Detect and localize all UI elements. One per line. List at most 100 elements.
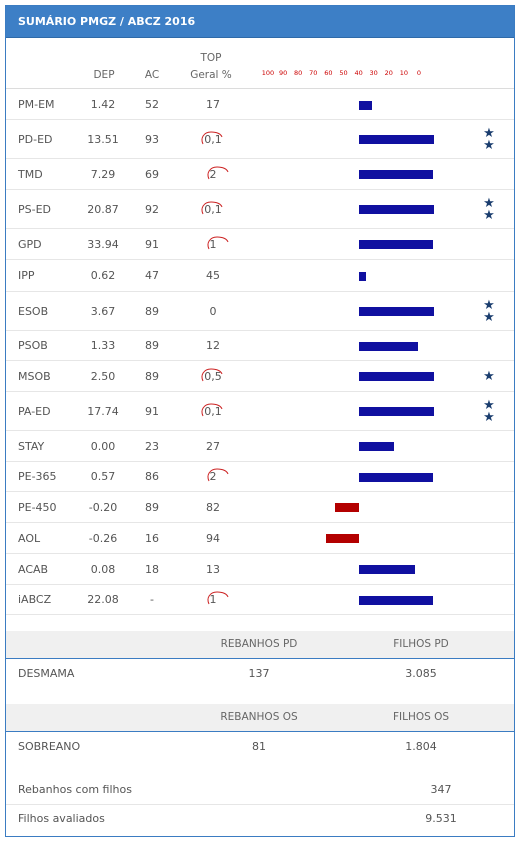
top-value: 0,1 — [198, 130, 228, 146]
circle-mark-icon — [207, 165, 228, 179]
dep-value: 0.08 — [90, 562, 116, 576]
circle-mark-icon — [207, 591, 228, 605]
trait-name: PE-365 — [18, 470, 57, 483]
os-value2: 1.804 — [405, 740, 437, 753]
circle-mark-icon — [201, 367, 223, 381]
bar-positive — [359, 472, 433, 482]
scale-tick-label: 100 — [261, 69, 275, 77]
top-value: 2 — [198, 468, 228, 483]
pd-value2: 3.085 — [405, 667, 437, 680]
ac-value: 69 — [145, 167, 159, 181]
ac-value: 16 — [145, 531, 159, 545]
os-col2: FILHOS OS — [392, 711, 450, 723]
bar-negative — [335, 503, 359, 512]
ac-value: 47 — [145, 269, 159, 282]
pd-value1: 137 — [248, 667, 270, 680]
star-rating: ★ ★ — [482, 297, 496, 325]
table-row: PD-ED 13.51 93 0,1 ★ ★ — [6, 120, 514, 159]
bar-positive — [359, 442, 395, 451]
top-value: 13 — [206, 562, 220, 576]
dep-value: 0.57 — [90, 470, 116, 483]
dep-value: 17.74 — [87, 404, 119, 418]
table-row: GPD 33.94 91 1 — [6, 229, 514, 260]
footer-value: 347 — [430, 783, 452, 796]
top-value: 1 — [198, 591, 228, 606]
table-row: PS-ED 20.87 92 0,1 ★ ★ — [6, 190, 514, 229]
trait-name: PS-ED — [18, 202, 52, 216]
trait-name: IPP — [18, 269, 35, 282]
table-row: PE-450 -0.20 89 82 — [6, 492, 514, 523]
trait-name: GPD — [18, 237, 42, 251]
scale-axis: 100 90 80 70 60 50 40 30 20 10 0 — [260, 69, 430, 81]
dep-value: 2.50 — [90, 369, 116, 383]
dep-value: 3.67 — [90, 304, 116, 318]
ac-value: 92 — [145, 202, 159, 216]
panel-title: SUMÁRIO PMGZ / ABCZ 2016 — [6, 6, 514, 38]
star-icon: ★ — [483, 368, 495, 384]
col-top-line1: TOP — [200, 52, 222, 64]
footer-value: 9.531 — [425, 812, 457, 825]
scale-tick-label: 40 — [354, 69, 363, 77]
star-rating: ★ ★ — [482, 125, 496, 153]
ac-value: 93 — [145, 132, 159, 146]
bar-positive — [359, 341, 418, 351]
dep-value: 22.08 — [87, 593, 119, 606]
bar-positive — [359, 407, 434, 416]
star-icon: ★ — [483, 409, 495, 425]
dep-value: 1.33 — [90, 339, 116, 352]
table-row: iABCZ 22.08 - 1 — [6, 585, 514, 615]
scale-tick-label: 10 — [399, 69, 409, 77]
circle-mark-icon — [201, 402, 223, 416]
column-header-row: DEP AC TOP Geral % 100 90 80 70 60 50 40 30 20 10… — [6, 39, 514, 89]
ac-value: 89 — [145, 304, 159, 318]
trait-name: iABCZ — [18, 593, 52, 606]
pd-header: REBANHOS PD FILHOS PD — [6, 631, 514, 659]
top-value: 0,5 — [198, 367, 228, 383]
star-icon: ★ — [483, 309, 495, 325]
bar-positive — [359, 100, 372, 110]
star-icon: ★ — [483, 397, 495, 413]
footer-label: Rebanhos com filhos — [18, 783, 132, 796]
scale-tick-label: 30 — [369, 69, 378, 77]
star-icon: ★ — [483, 137, 495, 153]
footer-label: Filhos avaliados — [18, 812, 105, 825]
dep-value: 33.94 — [87, 237, 119, 251]
ac-value: 52 — [145, 98, 159, 111]
circle-mark-icon — [201, 130, 223, 144]
trait-name: STAY — [18, 439, 45, 453]
dep-value: -0.26 — [88, 531, 118, 545]
bar-positive — [359, 271, 366, 281]
trait-name: PE-450 — [18, 500, 57, 514]
circle-mark-icon — [207, 235, 228, 249]
bar-positive — [359, 135, 434, 144]
table-row: PA-ED 17.74 91 0,1 ★ ★ — [6, 392, 514, 431]
scale-tick-label: 70 — [309, 69, 318, 77]
trait-name: ESOB — [18, 304, 49, 318]
ac-value: 91 — [145, 237, 159, 251]
table-row: TMD 7.29 69 2 — [6, 159, 514, 190]
trait-name: PM-EM — [18, 98, 55, 111]
table-row: STAY 0.00 23 27 — [6, 431, 514, 462]
trait-name: TMD — [18, 167, 43, 181]
pd-row: DESMAMA 137 3.085 — [6, 659, 514, 689]
top-value: 27 — [206, 439, 220, 453]
ac-value: 91 — [145, 404, 159, 418]
top-value: 1 — [198, 235, 228, 251]
table-row: ESOB 3.67 89 0 ★ ★ — [6, 292, 514, 331]
trait-name: ACAB — [18, 562, 49, 576]
star-icon: ★ — [483, 207, 495, 223]
bar-positive — [359, 240, 434, 249]
os-value1: 81 — [252, 740, 266, 753]
top-value: 17 — [206, 98, 220, 111]
footer-row-calves: Filhos avaliados 9.531 — [6, 804, 514, 832]
dep-value: 0.62 — [90, 269, 116, 282]
dep-value: 13.51 — [87, 132, 119, 146]
star-icon: ★ — [483, 297, 495, 313]
top-value: 0,1 — [198, 402, 228, 418]
ac-value: 86 — [145, 470, 159, 483]
ac-value: 89 — [145, 500, 159, 514]
star-rating: ★ ★ — [482, 397, 496, 425]
col-dep: DEP — [93, 69, 115, 81]
star-icon: ★ — [483, 125, 495, 141]
top-value: 94 — [206, 531, 220, 545]
